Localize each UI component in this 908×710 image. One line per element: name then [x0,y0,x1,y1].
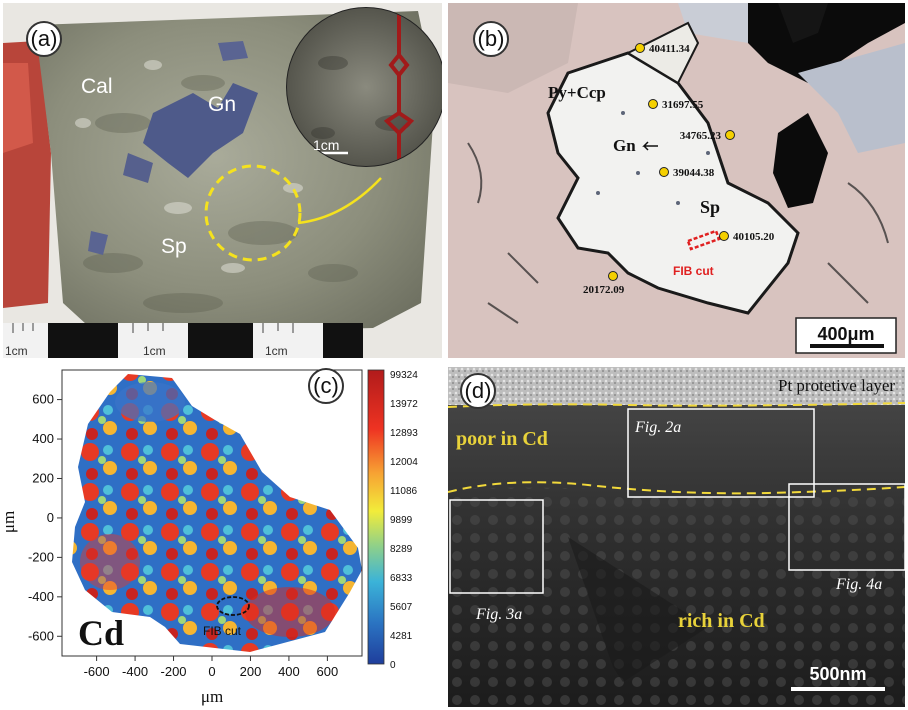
panel-c-heatmap: -600 -400 -200 0 200 400 600 600 400 200 0 -200 -40… [0,362,445,710]
y-tick-label: 200 [32,470,54,485]
x-tick-label: -600 [84,664,110,679]
analysis-point-value: 40411.34 [649,43,690,55]
x-tick-label: 200 [240,664,262,679]
heatmap-chart: -600 -400 -200 0 200 400 600 600 400 200 0 -200 -40… [0,362,445,710]
gn-arrow [642,141,658,151]
x-tick-label: -200 [161,664,187,679]
y-tick-label: -400 [28,589,54,604]
mineral-label-pyccp: Py+Ccp [548,83,606,102]
colorbar-label: 6833 [390,573,413,584]
analysis-point [719,231,729,241]
colorbar-label: 13972 [390,399,418,410]
analysis-point-value: 40105.20 [733,231,775,243]
ruler-label: 1cm [143,344,166,358]
element-label: Cd [78,613,124,653]
pt-layer-label: Pt protetive layer [778,376,895,395]
mineral-label-gn: Gn [208,93,236,116]
panel-label-a: (a) [26,21,62,57]
panel-label-c: (c) [308,368,344,404]
fig-2a-label: Fig. 2a [634,419,681,436]
colorbar-label: 99324 [390,370,418,381]
analysis-point [635,43,645,53]
boundary-top [448,402,905,408]
fig-3a-label: Fig. 3a [475,606,522,623]
panel-a-image: 1cm 1cm 1cm Cal Gn Sp 1cm [3,3,442,358]
colorbar-label: 12893 [390,428,418,439]
y-tick-label: 0 [47,510,54,525]
panel-a-photo: 1cm 1cm 1cm Cal Gn Sp 1cm (a) [3,3,442,358]
y-axis-label: μm [0,511,18,533]
x-tick-label: 400 [278,664,300,679]
cd-concentration-map [72,374,362,652]
x-tick-label: -400 [122,664,148,679]
fib-cut-label: FIB cut [203,624,242,638]
colorbar-label: 0 [390,660,396,671]
x-tick-label: 600 [317,664,339,679]
leader-line [297,177,382,225]
fig-4a-label: Fig. 4a [835,576,882,593]
panel-b-micrograph: 40411.34 31697.55 34765.23 39044.38 40105.20… [448,3,905,358]
ruler-label: 1cm [265,344,288,358]
colorbar-label: 11086 [390,486,418,497]
analysis-point-value: 31697.55 [662,99,704,111]
colorbar-label: 12004 [390,457,418,468]
mineral-label-cal: Cal [81,75,113,98]
panel-d-tem: Pt protetive layer poor in Cd rich in Cd… [448,367,905,707]
x-tick-label: 0 [208,664,215,679]
poor-cd-label: poor in Cd [456,428,548,450]
analysis-point [608,271,618,281]
colorbar-label: 8289 [390,544,413,555]
fib-cut-label: FIB cut [673,264,714,278]
y-tick-label: 600 [32,392,54,407]
colorbar-label: 5607 [390,602,413,613]
fib-cut-marker [216,596,250,616]
colorbar [367,369,385,665]
panel-label-b: (b) [473,21,509,57]
scale-bar-label: 500nm [809,664,866,684]
colorbar-label: 4281 [390,631,413,642]
box-fig-3a [449,499,544,594]
y-tick-label: 400 [32,431,54,446]
analysis-point [648,99,658,109]
rich-cd-label: rich in Cd [678,610,765,632]
analysis-point-value: 39044.38 [673,167,715,179]
y-tick-label: -600 [28,628,54,643]
analysis-point [659,167,669,177]
mineral-label-sp: Sp [161,235,187,258]
inset-scale-label: 1cm [313,137,339,153]
box-fig-2a [627,408,815,498]
scale-bar-label: 400μm [817,324,874,344]
mineral-label-sp: Sp [700,197,720,217]
panel-b-image: 40411.34 31697.55 34765.23 39044.38 40105.20… [448,3,905,358]
analysis-point [725,130,735,140]
ruler-label: 1cm [5,344,28,358]
boundary-cd [448,481,905,495]
fib-cut-marker [686,229,721,251]
sample-location-circle [204,164,302,262]
panel-d-image: Pt protetive layer poor in Cd rich in Cd… [448,367,905,707]
box-fig-4a [788,483,905,571]
panel-label-d: (d) [460,373,496,409]
colorbar-label: 9899 [390,515,413,526]
mineral-label-gn: Gn [613,136,636,155]
x-axis-label: μm [201,687,223,706]
y-tick-label: -200 [28,549,54,564]
analysis-point-value: 34765.23 [680,130,722,142]
analysis-point-value: 20172.09 [583,284,625,296]
